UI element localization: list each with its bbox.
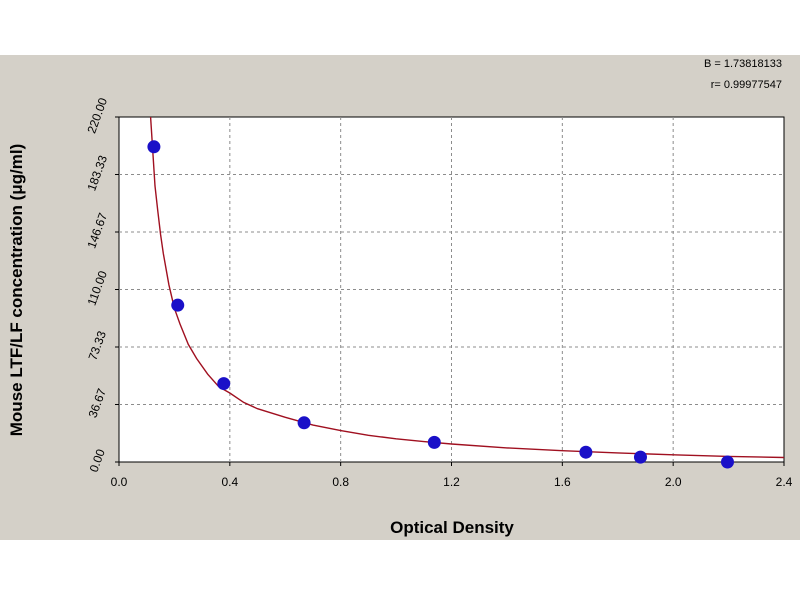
y-tick-label: 220.00 bbox=[84, 96, 110, 136]
data-point bbox=[427, 435, 441, 449]
grid bbox=[119, 117, 784, 462]
data-point bbox=[579, 445, 593, 459]
y-axis-label: Mouse LTF/LF concentration (μg/ml) bbox=[7, 144, 26, 436]
data-point bbox=[147, 140, 161, 154]
y-tick-label: 0.00 bbox=[87, 447, 108, 474]
fitted-curve bbox=[149, 117, 784, 459]
fitted-curve-layer bbox=[149, 117, 784, 459]
fit-stat-r: r= 0.99977547 bbox=[711, 79, 782, 91]
x-tick-label: 2.4 bbox=[776, 475, 793, 489]
data-point bbox=[720, 455, 734, 469]
y-tick-label: 146.67 bbox=[84, 211, 110, 251]
y-tick-label: 110.00 bbox=[85, 269, 111, 308]
y-tick-label: 36.67 bbox=[86, 386, 110, 419]
fit-stat-b: B = 1.73818133 bbox=[704, 58, 782, 70]
x-tick-label: 1.2 bbox=[443, 475, 460, 489]
x-tick-label: 1.6 bbox=[554, 475, 571, 489]
x-tick-label: 0.8 bbox=[332, 475, 349, 489]
data-point bbox=[171, 298, 185, 312]
x-tick-label: 2.0 bbox=[665, 475, 682, 489]
x-tick-label: 0.4 bbox=[221, 475, 238, 489]
data-point bbox=[217, 377, 231, 391]
y-tick-label: 73.33 bbox=[86, 329, 110, 362]
data-point bbox=[297, 416, 311, 430]
x-axis-label: Optical Density bbox=[390, 518, 514, 537]
y-tick-label: 183.33 bbox=[84, 153, 110, 193]
data-points-layer bbox=[147, 140, 734, 469]
x-tick-label: 0.0 bbox=[111, 475, 128, 489]
data-point bbox=[633, 450, 647, 464]
